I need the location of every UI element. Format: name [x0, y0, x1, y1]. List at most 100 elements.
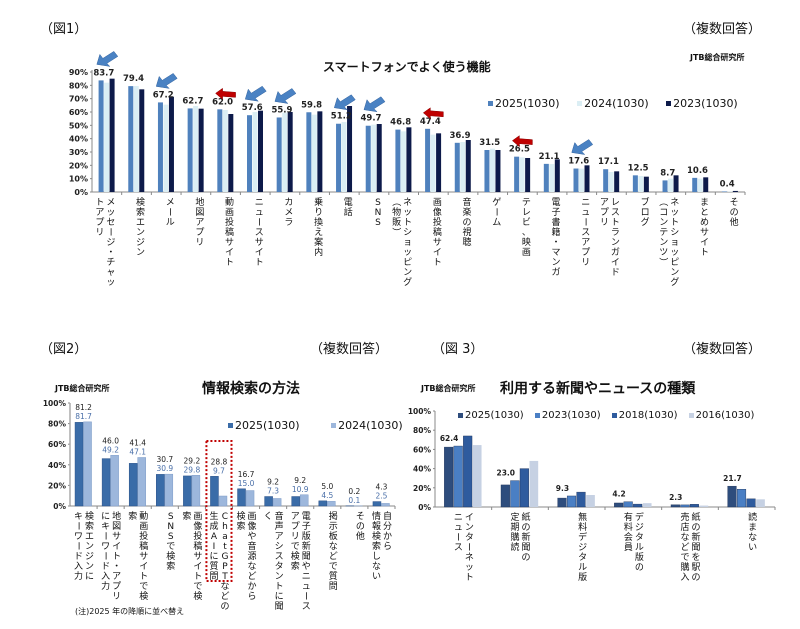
- x-tick-label-char: イ: [700, 238, 709, 248]
- x-tick-label-char: 楽: [463, 206, 472, 218]
- x-tick-label-char: サ: [433, 237, 442, 248]
- y-tick-label: 50%: [69, 121, 88, 130]
- x-tick-label-char: ト: [139, 572, 148, 582]
- bar-2018: [633, 503, 643, 508]
- bar-2023: [453, 445, 463, 508]
- data-label: 9.7: [213, 466, 225, 475]
- x-tick-label-char: ブ: [641, 196, 650, 208]
- bar-2025: [670, 504, 680, 508]
- blue-arrow-icon: [571, 139, 594, 155]
- fig3-title: 利用する新聞やニュースの種類: [500, 381, 696, 397]
- x-tick-label-char: 員: [624, 542, 633, 553]
- blue-arrow-icon: [333, 94, 356, 111]
- x-tick-label-char: ス: [454, 543, 463, 553]
- bar-2023: [168, 96, 174, 192]
- bar-2024: [193, 106, 199, 192]
- x-tick-label-char: 子: [552, 207, 561, 218]
- data-label: 31.5: [479, 138, 500, 148]
- bar-2024: [133, 86, 139, 192]
- x-tick-label-char: の: [691, 573, 700, 583]
- blue-arrow-icon: [363, 96, 386, 113]
- y-tick-label: 90%: [69, 68, 88, 77]
- x-tick-label-char: ラ: [611, 227, 620, 238]
- bar-2025: [692, 177, 698, 192]
- x-tick-label-char: ー: [253, 217, 263, 226]
- data-label: 81.7: [75, 412, 92, 421]
- bar-2025: [372, 501, 382, 507]
- x-tick-label-char: 、: [522, 228, 531, 238]
- legend-label: 2025(1030): [235, 419, 300, 432]
- x-tick-label-char: イ: [139, 562, 148, 572]
- data-label: 16.7: [238, 470, 255, 479]
- x-tick-label-char: 電: [552, 197, 561, 208]
- x-tick-label-char: ア: [581, 238, 590, 248]
- x-tick-label-char: エ: [136, 218, 145, 228]
- legend-label: 2023(1030): [673, 97, 738, 110]
- bar-2023: [376, 124, 382, 192]
- legend-swatch: [488, 101, 493, 106]
- legend-2024: 2024(1030): [331, 419, 403, 432]
- data-label: 4.5: [321, 491, 333, 500]
- x-tick-label-char: ー: [164, 207, 174, 216]
- data-label: 49.7: [360, 114, 381, 124]
- x-tick-label-char: 地: [195, 196, 204, 208]
- x-tick-label-char: 話: [344, 206, 353, 218]
- bar-2023: [584, 165, 590, 192]
- bar-2025: [187, 108, 193, 192]
- x-tick-label-char: サ: [193, 551, 202, 562]
- x-tick-label-char: 版: [302, 530, 311, 542]
- x-tick-label-char: エ: [85, 532, 94, 542]
- x-tick-label-char: ン: [85, 542, 94, 552]
- x-tick-label-char: ル: [166, 218, 175, 228]
- x-tick-label-char: 地: [112, 510, 121, 522]
- x-tick-label-char: リ: [195, 238, 204, 248]
- bar-2016: [756, 499, 765, 507]
- x-tick-label-char: 報: [372, 521, 381, 532]
- data-label: 51.2: [331, 112, 352, 122]
- bar-2023: [554, 159, 560, 192]
- x-tick-label-char: ン: [611, 238, 620, 248]
- x-tick-label-char: a: [222, 532, 228, 542]
- x-tick-label-char: 投: [433, 216, 442, 228]
- x-tick-label-char: ー: [491, 207, 501, 216]
- x-tick-label-char: メ: [284, 208, 293, 218]
- x-tick-label-char: 子: [302, 521, 311, 532]
- bar-2025: [484, 150, 490, 192]
- legend-swatch: [611, 413, 617, 418]
- bar-2024: [218, 495, 228, 507]
- x-tick-label-char: ト: [275, 582, 284, 592]
- highlight-box: [205, 440, 233, 582]
- x-tick-label-char: 紙: [521, 511, 530, 523]
- x-tick-label-char: ト: [433, 258, 442, 268]
- x-tick-label: メール: [164, 198, 175, 228]
- x-tick-label-char: ど: [220, 591, 229, 602]
- red-arrow-icon: [511, 135, 533, 148]
- x-tick-label-char: タ: [635, 532, 644, 543]
- y-tick-label: 80%: [413, 426, 431, 435]
- legend-2025: 2025(1030): [228, 419, 300, 432]
- x-tick-label-char: シ: [275, 542, 284, 552]
- x-tick-label-char: 新: [521, 531, 530, 543]
- bar-2025: [247, 115, 252, 192]
- y-tick-label: 40%: [48, 461, 66, 470]
- x-tick-label-char: ら: [383, 541, 392, 552]
- bar-2023: [436, 133, 442, 192]
- bar-2023: [495, 150, 501, 192]
- x-tick-label-char: ど: [680, 542, 689, 553]
- x-tick-label-char: に: [275, 591, 284, 602]
- x-tick-label-char: ン: [670, 268, 679, 278]
- x-tick-label-char: 板: [329, 530, 338, 542]
- x-tick-label-char: 投: [225, 216, 234, 228]
- x-tick-label-char: 案: [314, 236, 323, 248]
- x-tick-label-char: 図: [112, 521, 121, 532]
- bar-2024: [311, 114, 317, 192]
- x-tick-label-char: と: [700, 207, 709, 218]
- x-tick-label-char: 聞: [302, 551, 311, 562]
- bar-2023: [317, 111, 323, 192]
- x-tick-label-char: タ: [465, 532, 474, 543]
- x-tick-label-char: 籍: [552, 226, 561, 238]
- x-tick-label-char: で: [139, 582, 148, 592]
- x-tick-label-char: コ: [659, 208, 668, 218]
